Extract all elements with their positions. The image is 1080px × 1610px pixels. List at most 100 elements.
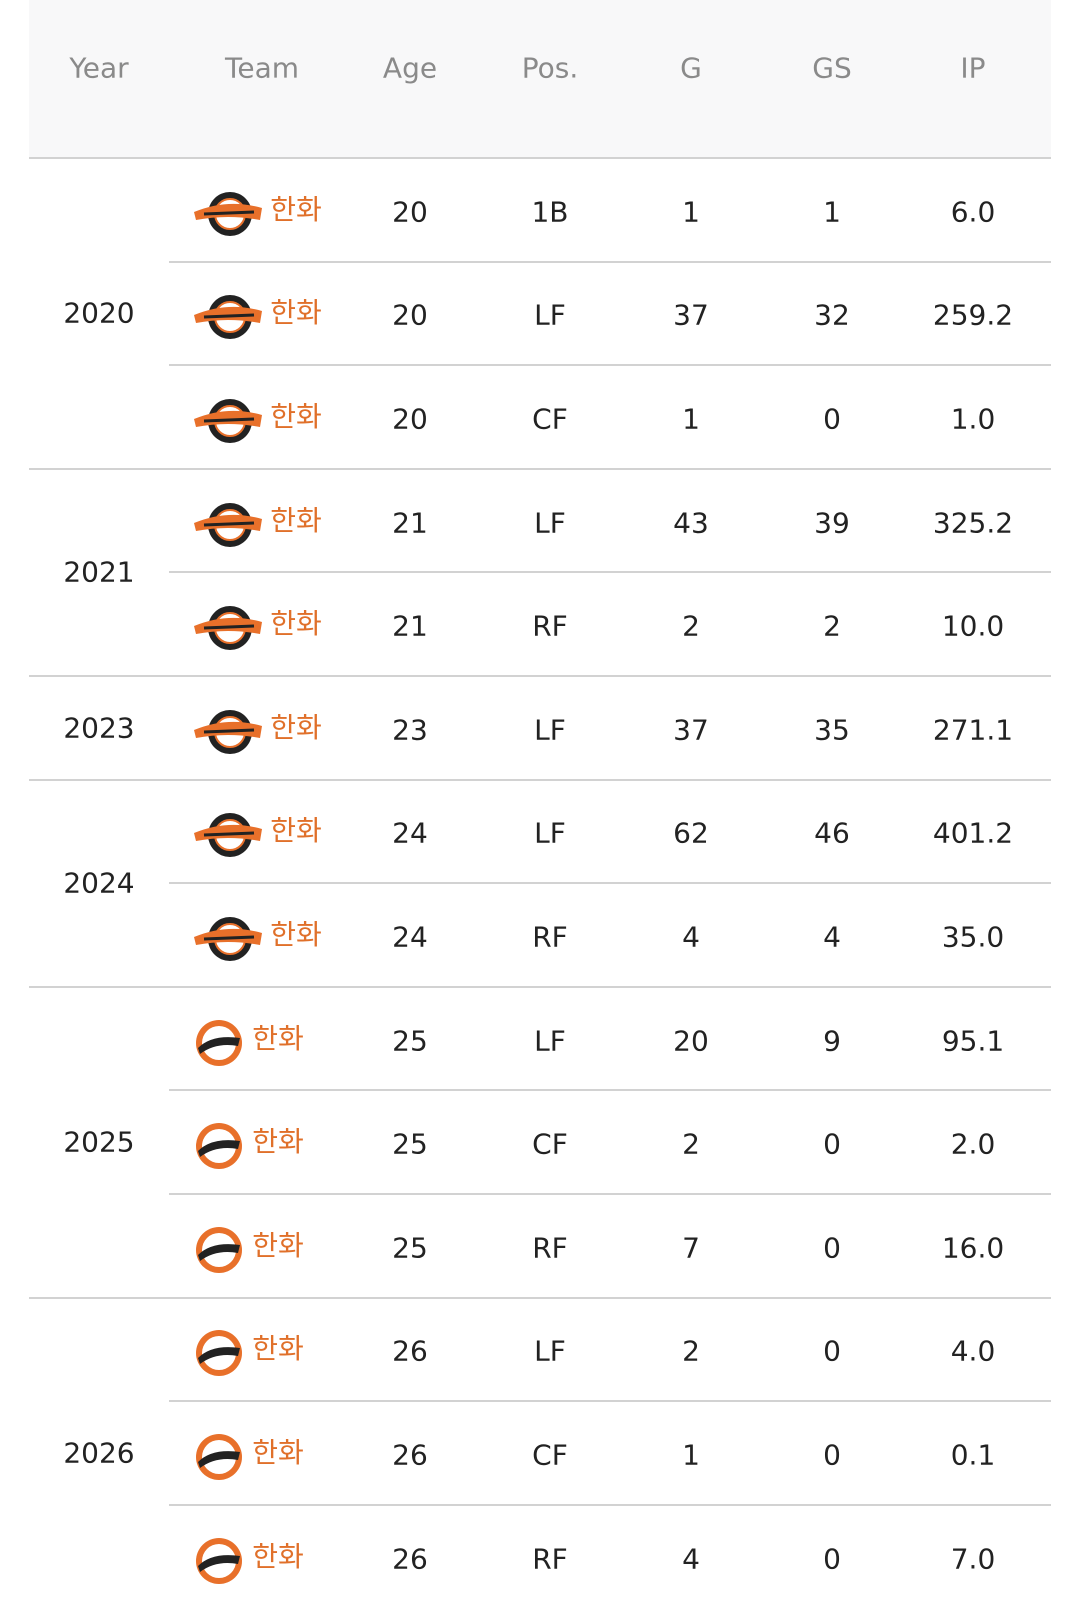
column-header: Age (382, 51, 438, 85)
pos-cell: RF (532, 1231, 568, 1265)
group-divider (29, 467, 1051, 470)
age-cell: 25 (392, 1127, 428, 1161)
team-name: 한화 (270, 400, 322, 433)
pos-cell: LF (534, 506, 566, 540)
g-cell: 4 (682, 1542, 700, 1576)
age-cell: 26 (392, 1334, 428, 1368)
gs-cell: 46 (814, 816, 850, 850)
age-cell: 25 (392, 1024, 428, 1058)
gs-cell: 0 (823, 1438, 841, 1472)
g-cell: 37 (673, 298, 709, 332)
year-cell: 2021 (63, 555, 135, 589)
team-logo (196, 1330, 242, 1377)
column-header: IP (960, 51, 986, 85)
team-name: 한화 (270, 296, 322, 330)
team-name: 한화 (270, 192, 322, 226)
team-name: 한화 (270, 503, 322, 537)
pos-cell: CF (532, 402, 568, 436)
team-logo (194, 399, 262, 443)
ip-cell: 95.1 (941, 1024, 1005, 1058)
group-divider (29, 778, 1051, 781)
team-name: 한화 (270, 814, 322, 848)
row-divider (169, 1089, 1051, 1092)
gs-cell: 9 (823, 1024, 841, 1058)
team-name: 한화 (252, 1332, 304, 1366)
age-cell: 24 (392, 920, 428, 954)
team-name: 한화 (270, 607, 322, 641)
age-cell: 23 (392, 713, 428, 747)
ip-cell: 2.0 (950, 1127, 996, 1161)
g-cell: 62 (673, 816, 709, 850)
g-cell: 1 (682, 195, 700, 229)
column-header: GS (812, 51, 852, 85)
g-cell: 43 (673, 506, 709, 540)
pos-cell: LF (534, 816, 566, 850)
gs-cell: 0 (823, 402, 841, 436)
team-logo (194, 709, 262, 754)
gs-cell: 4 (823, 920, 841, 954)
row-divider (169, 882, 1051, 885)
team-name: 한화 (252, 1228, 304, 1262)
age-cell: 25 (392, 1231, 428, 1265)
gs-cell: 0 (823, 1231, 841, 1265)
stats-table: Year Team Age Pos. G GS IP 2020 한화 20 1B 1 1 6.0 한화 20 L… (29, 0, 1051, 1610)
gs-cell: 0 (823, 1334, 841, 1368)
ip-cell: 271.1 (932, 713, 1014, 747)
ip-cell: 10.0 (941, 609, 1005, 643)
pos-cell: LF (534, 298, 566, 332)
ip-cell: 1.0 (950, 402, 996, 436)
ip-cell: 259.2 (932, 298, 1014, 332)
team-logo (194, 606, 262, 651)
ip-cell: 7.0 (950, 1542, 996, 1576)
age-cell: 26 (392, 1542, 428, 1576)
gs-cell: 32 (814, 298, 850, 332)
group-divider (29, 675, 1051, 677)
age-cell: 21 (392, 609, 428, 643)
age-cell: 24 (392, 816, 428, 850)
year-cell: 2025 (63, 1125, 135, 1159)
team-name: 한화 (252, 1436, 304, 1469)
age-cell: 26 (392, 1438, 428, 1472)
ip-cell: 401.2 (932, 816, 1014, 850)
team-logo (194, 295, 262, 340)
g-cell: 4 (682, 920, 700, 954)
row-divider (169, 1400, 1051, 1403)
gs-cell: 39 (814, 506, 850, 540)
ip-cell: 6.0 (950, 195, 996, 229)
pos-cell: LF (534, 713, 566, 747)
year-cell: 2026 (63, 1436, 135, 1470)
g-cell: 1 (682, 402, 700, 436)
pos-cell: LF (534, 1024, 566, 1058)
column-header: Pos. (521, 51, 579, 85)
g-cell: 7 (682, 1231, 700, 1265)
column-header: G (680, 51, 702, 85)
team-logo (194, 191, 262, 236)
team-logo (194, 917, 262, 961)
pos-cell: RF (532, 920, 568, 954)
g-cell: 2 (682, 609, 700, 643)
pos-cell: LF (534, 1334, 566, 1368)
team-logo (196, 1537, 242, 1584)
team-name: 한화 (270, 710, 322, 744)
ip-cell: 16.0 (941, 1231, 1005, 1265)
age-cell: 20 (392, 298, 428, 332)
year-cell: 2020 (63, 296, 135, 330)
gs-cell: 35 (814, 713, 850, 747)
pos-cell: CF (532, 1438, 568, 1472)
gs-cell: 2 (823, 609, 841, 643)
g-cell: 37 (673, 713, 709, 747)
team-logo (196, 1123, 242, 1170)
team-name: 한화 (252, 1021, 304, 1055)
pos-cell: RF (532, 609, 568, 643)
team-name: 한화 (270, 918, 322, 951)
g-cell: 1 (682, 1438, 700, 1472)
table-header (29, 0, 1051, 158)
group-divider (29, 985, 1051, 988)
group-divider (29, 157, 1051, 159)
gs-cell: 0 (823, 1127, 841, 1161)
pos-cell: RF (532, 1542, 568, 1576)
age-cell: 21 (392, 506, 428, 540)
row-divider (169, 571, 1051, 574)
group-divider (29, 1296, 1051, 1299)
